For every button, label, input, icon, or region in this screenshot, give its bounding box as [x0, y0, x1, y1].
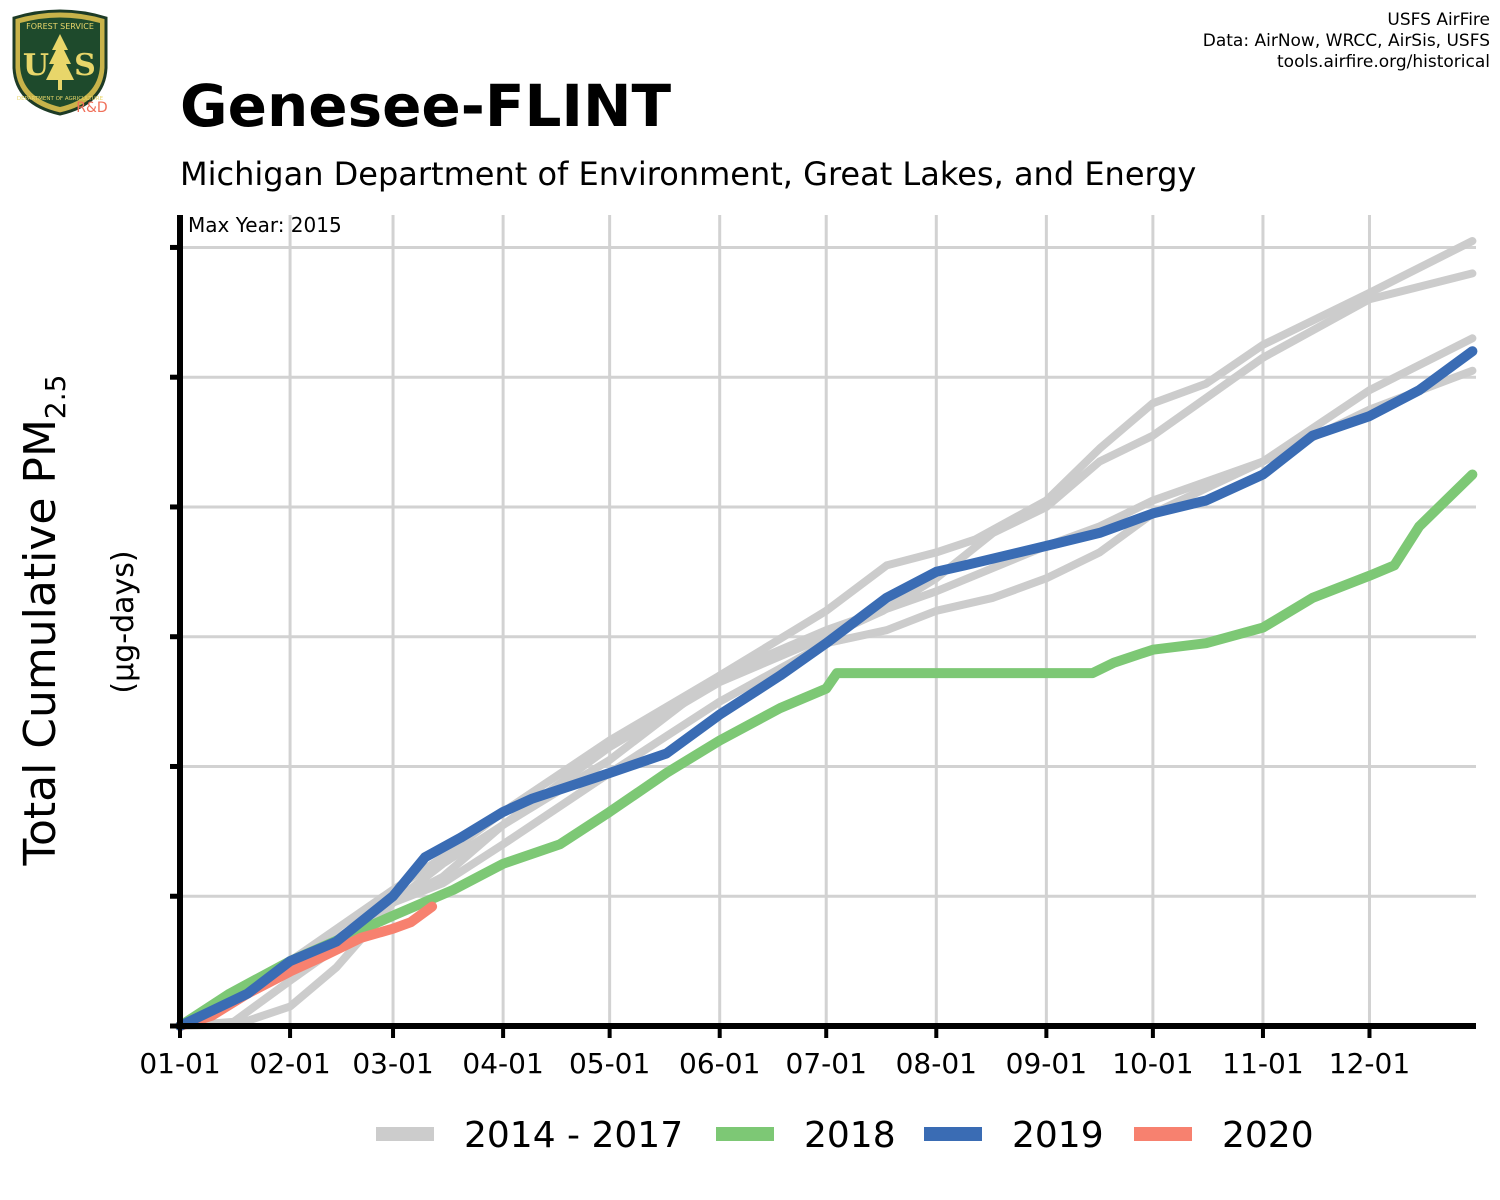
- credit-line: Data: AirNow, WRCC, AirSis, USFS: [1202, 31, 1490, 51]
- usfs-logo: FOREST SERVICE U S DEPARTMENT OF AGRICUL…: [12, 9, 108, 116]
- legend-item: 2019: [924, 1115, 1104, 1156]
- series-lines: [175, 237, 1478, 1031]
- x-tick-label: 03-01: [352, 1047, 433, 1080]
- x-tick-label: 04-01: [462, 1047, 543, 1080]
- series-line-2019: [175, 346, 1478, 1031]
- series-line-2014-2017: [176, 366, 1477, 1030]
- x-tick-label: 07-01: [786, 1047, 867, 1080]
- x-tick-label: 12-01: [1329, 1047, 1410, 1080]
- x-tick-label: 11-01: [1222, 1047, 1303, 1080]
- series-line-2014-2017: [176, 269, 1477, 1030]
- legend-label: 2019: [1012, 1115, 1104, 1156]
- axes: [170, 215, 1476, 1038]
- x-tick-label: 02-01: [249, 1047, 330, 1080]
- y-axis-label-subscript: 2.5: [39, 375, 72, 420]
- legend: 2014 - 2017 2018 2019 2020: [376, 1115, 1314, 1156]
- credit-line: USFS AirFire: [1387, 10, 1490, 30]
- legend-label: 2018: [804, 1115, 896, 1156]
- x-tick-labels: 01-01 02-01 03-01 04-01 05-01 06-01 07-01 08-01…: [139, 1047, 1410, 1080]
- y-axis-label-main: Total Cumulative PM: [15, 419, 66, 866]
- credit-line: tools.airfire.org/historical: [1277, 52, 1490, 72]
- page-subtitle: Michigan Department of Environment, Grea…: [180, 155, 1197, 193]
- x-tick-label: 10-01: [1112, 1047, 1193, 1080]
- series-line-2018: [175, 469, 1478, 1031]
- grid-lines: [180, 215, 1476, 1026]
- x-tick-label: 09-01: [1006, 1047, 1087, 1080]
- legend-label: 2020: [1222, 1115, 1314, 1156]
- y-axis-units: (µg-days): [106, 550, 141, 693]
- page-title: Genesee-FLINT: [180, 72, 672, 140]
- logo-letter-s: S: [74, 48, 96, 83]
- logo-top-text: FOREST SERVICE: [26, 22, 94, 31]
- x-tick-label: 05-01: [569, 1047, 650, 1080]
- x-tick-label: 06-01: [679, 1047, 760, 1080]
- legend-item: 2014 - 2017: [376, 1115, 683, 1156]
- x-tick-label: 08-01: [896, 1047, 977, 1080]
- x-tick-label: 01-01: [139, 1047, 220, 1080]
- logo-bottom-text: DEPARTMENT OF AGRICULTURE: [17, 96, 104, 102]
- logo-letter-u: U: [23, 48, 49, 83]
- legend-item: 2018: [716, 1115, 896, 1156]
- data-credits: USFS AirFire Data: AirNow, WRCC, AirSis,…: [1203, 10, 1490, 73]
- legend-label: 2014 - 2017: [464, 1115, 683, 1156]
- max-year-annotation: Max Year: 2015: [188, 213, 342, 237]
- logo-rd-label: R&D: [76, 100, 107, 116]
- tree-icon: [46, 34, 74, 90]
- y-axis-label: Total Cumulative PM2.5: [15, 375, 72, 867]
- legend-item: 2020: [1134, 1115, 1314, 1156]
